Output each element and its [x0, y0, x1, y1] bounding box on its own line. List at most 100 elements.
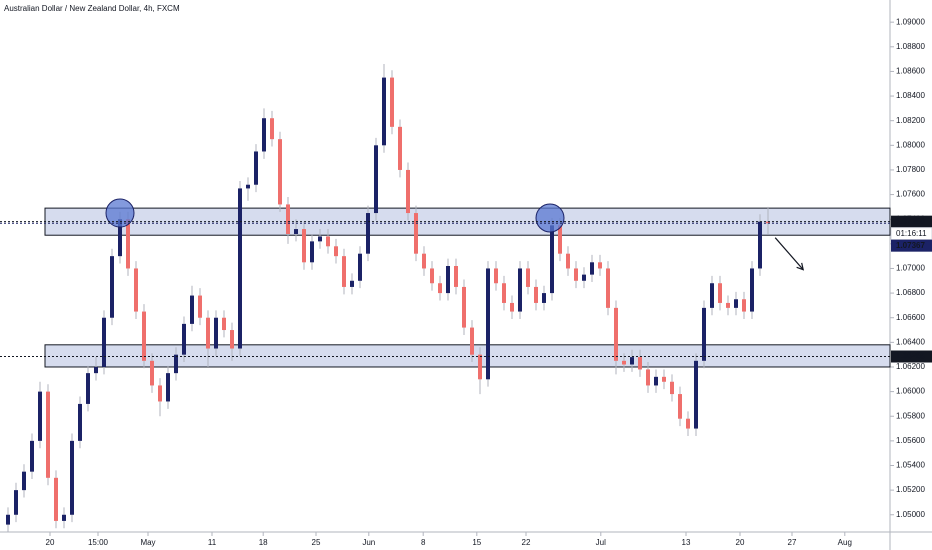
countdown: 01:16:11 — [896, 229, 927, 238]
y-tick-label: 1.05000 — [896, 510, 925, 519]
x-tick-label: 22 — [522, 538, 531, 547]
candle-body — [694, 360, 698, 429]
candle-body — [6, 514, 10, 525]
candle-body — [518, 268, 522, 312]
candle-body — [598, 262, 602, 269]
y-tick-label: 1.08400 — [896, 91, 925, 100]
candle-body — [182, 323, 186, 355]
y-tick-label: 1.07000 — [896, 264, 925, 273]
candle-body — [614, 307, 618, 361]
candle-body — [478, 354, 482, 380]
candle-body — [550, 225, 554, 294]
price-label-box — [891, 239, 932, 252]
y-tick-label: 1.08000 — [896, 140, 925, 149]
candle-body — [86, 373, 90, 404]
candle-body — [654, 376, 658, 386]
x-tick-label: May — [140, 538, 155, 547]
candle-body — [334, 246, 338, 257]
candle-body — [262, 118, 266, 152]
price-label: 1.07367 — [896, 241, 925, 250]
highlight-circle — [105, 198, 135, 228]
price-label: 1.06285 — [896, 352, 925, 361]
candle-body — [102, 317, 106, 367]
candle-body — [646, 369, 650, 386]
candle-body — [78, 403, 82, 441]
candle-body — [758, 221, 762, 269]
x-tick-label: Aug — [838, 538, 852, 547]
x-tick-label: 18 — [259, 538, 268, 547]
candle-body — [742, 299, 746, 312]
candle-body — [374, 145, 378, 214]
y-tick-label: 1.07800 — [896, 165, 925, 174]
x-tick-label: 8 — [421, 538, 426, 547]
highlight-circle — [535, 203, 565, 233]
zone — [44, 344, 891, 368]
candle-body — [270, 118, 274, 140]
candle-body — [718, 283, 722, 303]
candle-body — [358, 253, 362, 281]
candle-body — [630, 357, 634, 365]
candle-body — [590, 262, 594, 275]
candle-body — [670, 381, 674, 395]
candle-body — [126, 219, 130, 269]
x-tick-label: 15 — [472, 538, 481, 547]
y-tick-label: 1.08200 — [896, 116, 925, 125]
x-tick-label: 13 — [682, 538, 691, 547]
y-tick-label: 1.05600 — [896, 436, 925, 445]
candle-body — [574, 268, 578, 281]
zone — [44, 207, 891, 236]
candle-body — [622, 360, 626, 365]
candle-body — [558, 225, 562, 254]
candle-body — [702, 307, 706, 361]
candle-body — [390, 77, 394, 127]
candle-body — [118, 219, 122, 257]
candle-body — [166, 373, 170, 402]
candle-body — [238, 188, 242, 349]
candle-body — [222, 317, 226, 331]
candle-body — [606, 268, 610, 308]
x-tick-label: 20 — [46, 538, 55, 547]
y-tick-label: 1.06200 — [896, 362, 925, 371]
y-tick-label: 1.07600 — [896, 190, 925, 199]
candle-body — [734, 299, 738, 308]
candle-body — [54, 477, 58, 521]
candle-body — [566, 253, 570, 269]
candle-body — [486, 268, 490, 380]
candle-body — [446, 266, 450, 294]
y-tick-label: 1.08600 — [896, 67, 925, 76]
candle-body — [414, 213, 418, 254]
candle-body — [38, 391, 42, 441]
candle-body — [14, 490, 18, 515]
y-tick-label: 1.06000 — [896, 387, 925, 396]
y-tick-label: 1.05200 — [896, 485, 925, 494]
price-label-box — [891, 215, 932, 228]
candle-body — [678, 394, 682, 419]
candle-body — [62, 514, 66, 521]
candle-body — [278, 139, 282, 205]
candle-body — [310, 241, 314, 263]
candle-body — [398, 126, 402, 170]
x-tick-label: 27 — [788, 538, 797, 547]
candle-body — [726, 302, 730, 308]
y-tick-label: 1.06600 — [896, 313, 925, 322]
candle-body — [454, 266, 458, 287]
y-tick-label: 1.05800 — [896, 411, 925, 420]
candle-body — [230, 330, 234, 349]
candle-body — [686, 418, 690, 429]
candle-body — [366, 213, 370, 254]
candle-body — [302, 229, 306, 263]
x-tick-label: 11 — [208, 538, 217, 547]
candle-body — [150, 360, 154, 386]
candle-body — [254, 151, 258, 185]
candle-body — [662, 376, 666, 382]
candle-body — [286, 204, 290, 234]
candle-body — [406, 169, 410, 214]
candle-body — [206, 317, 210, 349]
candle-body — [542, 293, 546, 303]
candle-body — [534, 286, 538, 303]
price-label-box — [891, 350, 932, 363]
candle-body — [422, 253, 426, 269]
candle-body — [294, 229, 298, 234]
